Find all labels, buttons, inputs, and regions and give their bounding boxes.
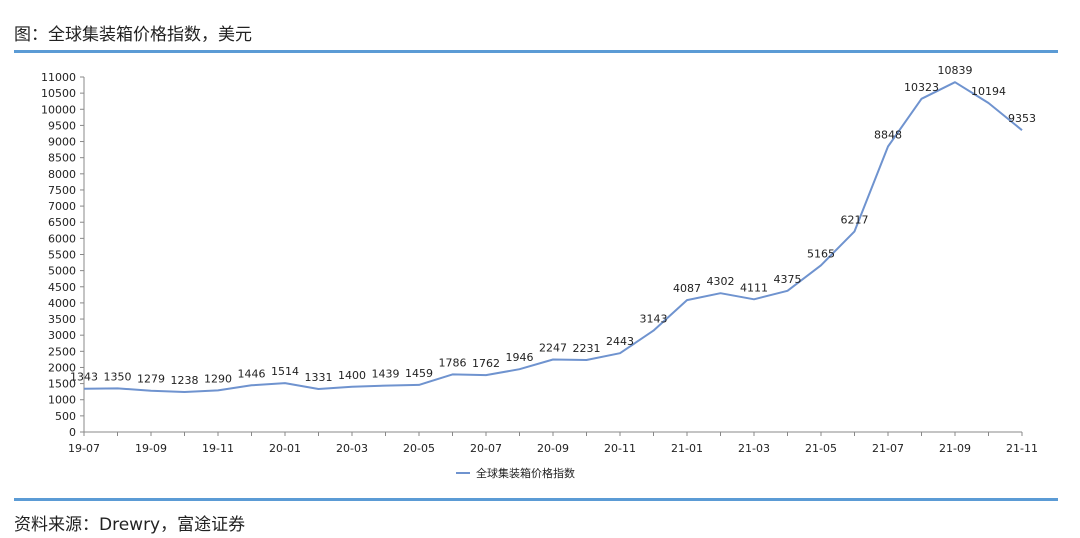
y-tick-label: 6500 [48,216,76,229]
data-label: 3143 [640,313,668,326]
line-chart: 0 500 1000 1500 2000 2500 3000 3500 4000 4500 5000… [41,64,1038,480]
y-tick-label: 2000 [48,361,76,374]
data-label: 4302 [707,275,735,288]
y-tick-label: 2500 [48,345,76,358]
data-label: 1459 [405,367,433,380]
data-label: 1514 [271,365,299,378]
data-label: 8848 [874,128,902,141]
y-tick-label: 4000 [48,297,76,310]
y-tick-label: 10000 [41,103,76,116]
data-label: 1446 [238,367,266,380]
legend: 全球集装箱价格指数 [456,466,575,480]
x-tick-label: 19-11 [202,442,234,455]
data-label: 1786 [439,356,467,369]
y-tick-label: 7000 [48,200,76,213]
y-tick-label: 4500 [48,281,76,294]
y-tick-label: 8500 [48,152,76,165]
data-label: 4111 [740,281,768,294]
legend-label: 全球集装箱价格指数 [476,466,575,480]
x-tick-label: 21-03 [738,442,770,455]
data-label: 2443 [606,335,634,348]
x-tick-label: 20-01 [269,442,301,455]
x-tick-label: 21-01 [671,442,703,455]
x-tick-label: 20-11 [604,442,636,455]
data-label: 10839 [938,64,973,77]
data-label: 1439 [372,368,400,381]
y-tick-label: 5000 [48,265,76,278]
x-tick-label: 21-07 [872,442,904,455]
y-tick-label: 5500 [48,249,76,262]
data-label: 10194 [971,85,1006,98]
data-label: 6217 [841,213,869,226]
series-group [83,81,1023,393]
y-tick-label: 7500 [48,184,76,197]
source-note: 资料来源：Drewry，富途证券 [14,515,246,535]
y-tick-label: 1000 [48,394,76,407]
y-tick-label: 500 [55,410,76,423]
data-label: 9353 [1008,112,1036,125]
data-label: 2231 [573,342,601,355]
data-label: 1946 [506,351,534,364]
data-label: 1331 [305,371,333,384]
x-tick-label: 20-07 [470,442,502,455]
y-tick-label: 1500 [48,378,76,391]
data-label: 4375 [774,273,802,286]
x-tick-label: 20-03 [336,442,368,455]
data-label: 1762 [472,357,500,370]
x-tick-label: 20-09 [537,442,569,455]
data-label: 5165 [807,247,835,260]
data-label: 10323 [904,81,939,94]
x-tick-label: 20-05 [403,442,435,455]
data-label: 1400 [338,369,366,382]
data-labels: 1343 1350 1279 1238 1290 1446 1514 1331 1400 1439… [70,64,1036,387]
y-tick-label: 0 [69,426,76,439]
data-label: 1279 [137,373,165,386]
bottom-divider [14,498,1058,501]
x-axis: 19-07 19-09 19-11 20-01 20-03 20-05 20-07 20-09… [68,431,1038,455]
top-divider [14,50,1058,53]
chart-title: 图：全球集装箱价格指数，美元 [14,25,252,45]
y-tick-label: 6000 [48,232,76,245]
x-tick-label: 21-05 [805,442,837,455]
y-tick-label: 8000 [48,168,76,181]
y-tick-label: 11000 [41,71,76,84]
x-tick-label: 19-09 [135,442,167,455]
x-tick-label: 19-07 [68,442,100,455]
y-tick-label: 9000 [48,136,76,149]
data-label: 2247 [539,341,567,354]
y-tick-label: 9500 [48,119,76,132]
y-tick-label: 3500 [48,313,76,326]
x-tick-label: 21-09 [939,442,971,455]
data-label: 1238 [171,374,199,387]
data-label: 1350 [104,370,132,383]
y-axis: 0 500 1000 1500 2000 2500 3000 3500 4000 4500 5000… [41,71,85,439]
data-label: 1343 [70,371,98,384]
x-tick-label: 21-11 [1006,442,1038,455]
y-tick-label: 10500 [41,87,76,100]
data-label: 4087 [673,282,701,295]
data-label: 1290 [204,372,232,385]
series-line [83,81,1023,393]
y-tick-label: 3000 [48,329,76,342]
